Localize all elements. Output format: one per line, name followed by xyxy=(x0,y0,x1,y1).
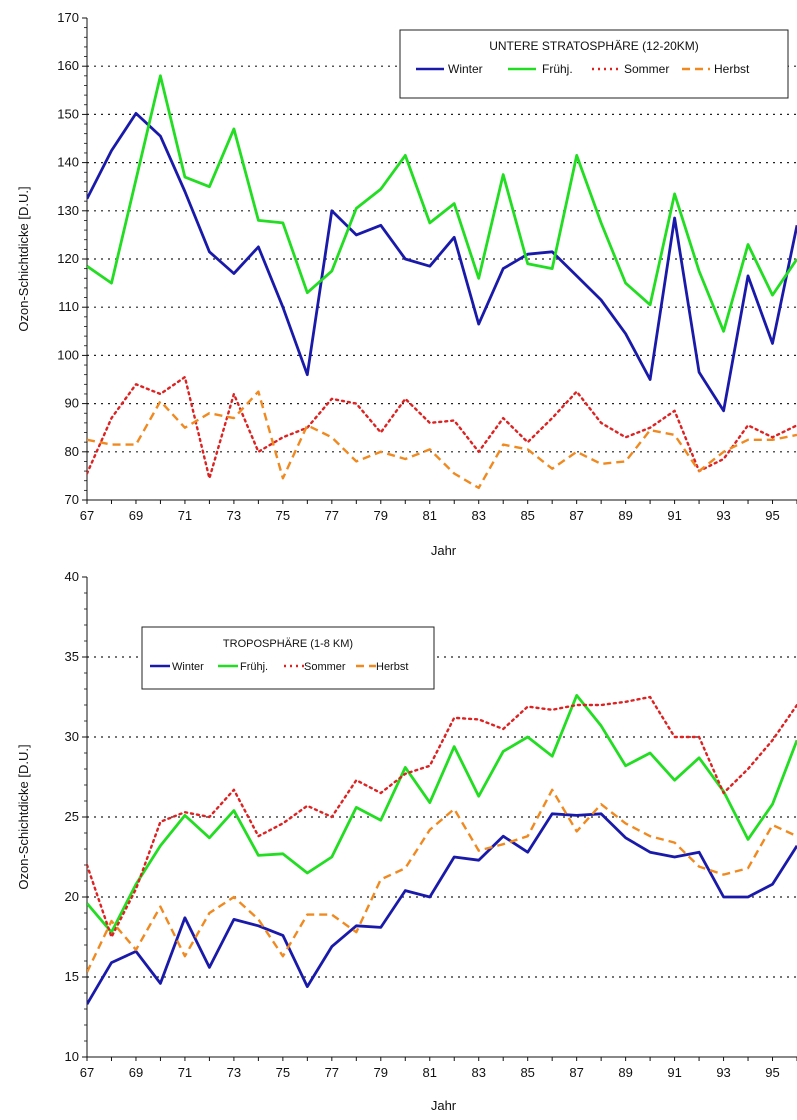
x-tick-label: 91 xyxy=(667,1065,681,1080)
y-tick-label: 15 xyxy=(65,969,79,984)
x-tick-label: 75 xyxy=(276,1065,290,1080)
y-tick-label: 100 xyxy=(57,347,79,362)
x-tick-label: 71 xyxy=(178,508,192,523)
x-tick-label: 79 xyxy=(374,508,388,523)
y-tick-label: 150 xyxy=(57,106,79,121)
series-line-herbst xyxy=(87,788,797,973)
legend-label: Frühj. xyxy=(240,661,268,673)
x-tick-label: 85 xyxy=(520,1065,534,1080)
x-tick-label: 95 xyxy=(765,1065,779,1080)
x-axis-title: Jahr xyxy=(431,543,457,558)
legend-label: Winter xyxy=(448,62,483,76)
y-tick-label: 30 xyxy=(65,729,79,744)
y-tick-label: 25 xyxy=(65,809,79,824)
x-tick-label: 67 xyxy=(80,508,94,523)
x-tick-label: 77 xyxy=(325,1065,339,1080)
x-tick-label: 79 xyxy=(374,1065,388,1080)
series-line-frhj xyxy=(87,74,797,333)
x-tick-label: 73 xyxy=(227,508,241,523)
y-tick-label: 10 xyxy=(65,1049,79,1064)
legend-label: Sommer xyxy=(624,62,669,76)
x-tick-label: 93 xyxy=(716,1065,730,1080)
legend-box xyxy=(399,29,789,99)
x-tick-label: 75 xyxy=(276,508,290,523)
x-tick-label: 69 xyxy=(129,508,143,523)
series-line-herbst xyxy=(87,390,797,490)
series-group xyxy=(87,694,797,1005)
series-line-winter xyxy=(87,812,797,1005)
x-tick-label: 83 xyxy=(471,1065,485,1080)
y-tick-label: 35 xyxy=(65,649,79,664)
x-tick-label: 77 xyxy=(325,508,339,523)
legend-label: Herbst xyxy=(376,661,408,673)
legend: UNTERE STRATOSPHÄRE (12-20KM) Winter Frühj… xyxy=(399,29,789,99)
y-tick-label: 120 xyxy=(57,251,79,266)
y-axis-title: Ozon-Schichtdicke [D.U.] xyxy=(16,744,31,889)
series-line-sommer xyxy=(87,375,797,480)
series-group xyxy=(87,74,797,490)
y-tick-label: 70 xyxy=(65,492,79,507)
x-tick-label: 67 xyxy=(80,1065,94,1080)
legend-box xyxy=(141,626,435,690)
legend: TROPOSPHÄRE (1-8 KM) Winter Frühj. Sommer He… xyxy=(141,626,435,690)
x-tick-label: 87 xyxy=(569,1065,583,1080)
x-axis-title: Jahr xyxy=(431,1098,457,1113)
x-tick-label: 85 xyxy=(520,508,534,523)
x-tick-label: 89 xyxy=(618,508,632,523)
x-tick-label: 95 xyxy=(765,508,779,523)
legend-title: UNTERE STRATOSPHÄRE (12-20KM) xyxy=(489,39,699,53)
legend-label: Frühj. xyxy=(542,62,573,76)
y-tick-label: 80 xyxy=(65,444,79,459)
y-tick-label: 40 xyxy=(65,569,79,584)
x-tick-label: 81 xyxy=(423,508,437,523)
x-tick-label: 73 xyxy=(227,1065,241,1080)
stratosphere-chart: 70 80 90 100 110 120 130 140 150 160 170 67 69 71 73 75… xyxy=(16,10,797,558)
x-tick-label: 87 xyxy=(569,508,583,523)
series-line-sommer xyxy=(87,695,797,939)
y-tick-label: 160 xyxy=(57,58,79,73)
legend-title: TROPOSPHÄRE (1-8 KM) xyxy=(223,638,353,650)
y-axis-title: Ozon-Schichtdicke [D.U.] xyxy=(16,186,31,331)
y-tick-label: 140 xyxy=(57,155,79,170)
x-tick-label: 83 xyxy=(471,508,485,523)
y-tick-label: 170 xyxy=(57,10,79,25)
x-tick-label: 89 xyxy=(618,1065,632,1080)
legend-label: Winter xyxy=(172,661,204,673)
y-tick-label: 20 xyxy=(65,889,79,904)
x-tick-label: 93 xyxy=(716,508,730,523)
series-line-winter xyxy=(87,112,797,413)
series-line-frhj xyxy=(87,694,797,934)
y-tick-label: 110 xyxy=(58,299,79,314)
x-tick-label: 91 xyxy=(667,508,681,523)
x-tick-label: 81 xyxy=(423,1065,437,1080)
y-tick-label: 90 xyxy=(65,396,79,411)
troposphere-chart: 10 15 20 25 30 35 40 67 69 71 73 75 77 79 81 83 85 87 89 91… xyxy=(16,569,797,1113)
y-tick-label: 130 xyxy=(57,203,79,218)
x-tick-label: 69 xyxy=(129,1065,143,1080)
legend-label: Herbst xyxy=(714,62,750,76)
legend-label: Sommer xyxy=(304,661,346,673)
x-tick-label: 71 xyxy=(178,1065,192,1080)
